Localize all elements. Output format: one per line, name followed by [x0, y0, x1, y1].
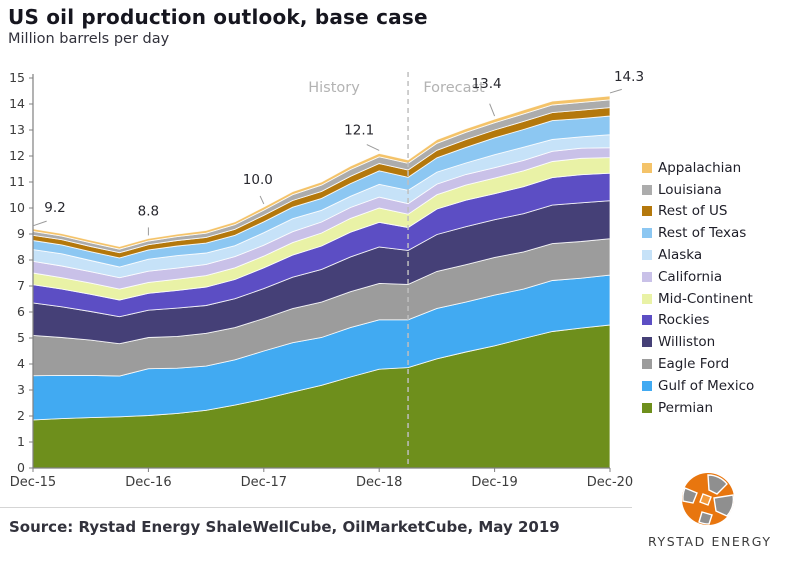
legend-swatch-louisiana	[642, 184, 652, 195]
legend-swatch-williston	[642, 337, 652, 348]
source-text: Source: Rystad Energy ShaleWellCube, Oil…	[9, 518, 560, 536]
legend-label: Appalachian	[658, 159, 742, 176]
legend-label: Permian	[658, 399, 714, 416]
legend-item-rest-of-us: Rest of US	[642, 201, 754, 223]
y-tick-label: 12	[9, 148, 25, 163]
annotation-leader	[32, 220, 47, 227]
stacked-area-chart: History Forecast0123456789101112131415Dec…	[9, 69, 644, 490]
y-tick-label: 0	[17, 460, 25, 475]
y-tick-label: 14	[9, 96, 25, 111]
chart-subtitle: Million barrels per day	[8, 31, 170, 47]
legend-item-rest-of-texas: Rest of Texas	[642, 222, 754, 244]
legend-label: Alaska	[658, 247, 703, 264]
annotation-value: 14.3	[614, 69, 644, 85]
legend-label: Williston	[658, 334, 716, 351]
y-tick-label: 2	[17, 408, 25, 423]
legend-swatch-alaska	[642, 250, 652, 261]
y-tick-label: 5	[17, 330, 25, 345]
legend-label: Rockies	[658, 312, 710, 329]
legend-label: Mid-Continent	[658, 290, 753, 307]
y-tick-label: 1	[17, 434, 25, 449]
annotation-leader	[609, 88, 622, 94]
legend-label: Rest of US	[658, 203, 728, 220]
rystad-globe-icon	[682, 473, 735, 525]
rystad-logo-text: RYSTAD ENERGY	[648, 534, 772, 549]
legend-item-rockies: Rockies	[642, 310, 754, 332]
annotation-value: 9.2	[44, 200, 65, 216]
y-tick-label: 7	[17, 278, 25, 293]
legend-swatch-eagle-ford	[642, 359, 652, 370]
y-tick-label: 8	[17, 252, 25, 267]
legend-swatch-permian	[642, 402, 652, 413]
legend-swatch-rest-of-us	[642, 206, 652, 217]
legend-swatch-appalachian	[642, 162, 652, 173]
y-tick-label: 10	[9, 200, 25, 215]
legend-label: Louisiana	[658, 181, 722, 198]
legend-label: California	[658, 268, 723, 285]
y-tick-label: 13	[9, 122, 25, 137]
y-tick-label: 6	[17, 304, 25, 319]
legend-item-permian: Permian	[642, 397, 754, 419]
y-tick-label: 9	[17, 226, 25, 241]
y-tick-label: 3	[17, 382, 25, 397]
annotation-value: 13.4	[472, 76, 502, 92]
x-tick-label: Dec-16	[125, 475, 171, 490]
legend-swatch-gulf-of-mexico	[642, 380, 652, 391]
chart-title: US oil production outlook, base case	[8, 5, 428, 29]
annotation-value: 10.0	[243, 172, 273, 188]
legend-swatch-rest-of-texas	[642, 228, 652, 239]
legend-swatch-mid-continent	[642, 293, 652, 304]
legend-item-williston: Williston	[642, 331, 754, 353]
y-tick-label: 15	[9, 70, 25, 85]
legend-item-mid-continent: Mid-Continent	[642, 288, 754, 310]
annotation-leader	[366, 144, 380, 151]
annotation-leader	[259, 195, 265, 205]
x-tick-label: Dec-17	[241, 475, 287, 490]
x-tick-label: Dec-19	[471, 475, 517, 490]
history-label: History	[308, 80, 360, 96]
footer-divider	[0, 507, 632, 508]
forecast-label: Forecast	[423, 80, 485, 96]
annotation-value: 12.1	[344, 122, 374, 138]
x-tick-label: Dec-18	[356, 475, 402, 490]
legend-swatch-rockies	[642, 315, 652, 326]
legend-label: Eagle Ford	[658, 356, 730, 373]
annotation-value: 8.8	[138, 203, 159, 219]
legend-item-louisiana: Louisiana	[642, 179, 754, 201]
legend-item-gulf-of-mexico: Gulf of Mexico	[642, 375, 754, 397]
y-tick-label: 4	[17, 356, 25, 371]
y-tick-label: 11	[9, 174, 25, 189]
legend-label: Gulf of Mexico	[658, 377, 755, 394]
legend-item-eagle-ford: Eagle Ford	[642, 353, 754, 375]
legend-item-california: California	[642, 266, 754, 288]
x-tick-label: Dec-15	[10, 475, 56, 490]
legend-item-alaska: Alaska	[642, 244, 754, 266]
area-appalachian	[32, 95, 611, 250]
legend-label: Rest of Texas	[658, 225, 747, 242]
legend-item-appalachian: Appalachian	[642, 157, 754, 179]
x-tick-label: Dec-20	[587, 475, 633, 490]
annotation-leader	[489, 103, 496, 117]
legend: Appalachian Louisiana Rest of US Rest of Te…	[642, 157, 754, 419]
legend-swatch-california	[642, 271, 652, 282]
rystad-logo: RYSTAD ENERGY	[648, 472, 772, 549]
